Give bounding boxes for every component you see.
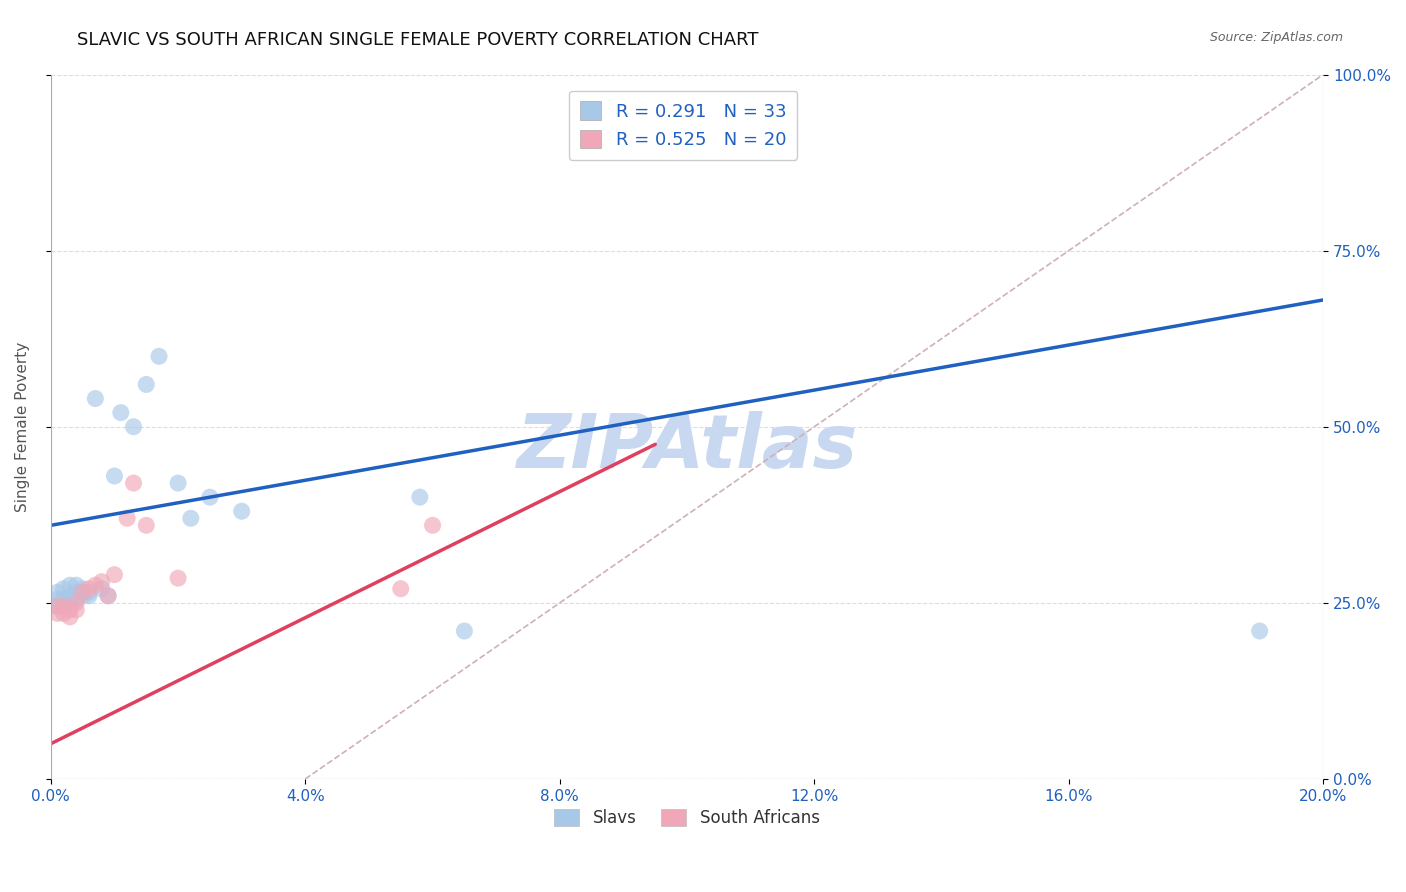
Point [72,589,94,603]
Point [90,582,112,596]
Point [72,585,94,599]
Point [422,518,444,533]
Point [52,599,75,614]
Point [97,589,120,603]
Point [122,476,145,491]
Point [77,589,100,603]
Point [72,585,94,599]
Point [122,419,145,434]
Point [59,603,82,617]
Point [103,567,125,582]
Point [59,592,82,607]
Point [409,490,432,504]
Point [110,406,132,420]
Point [52,599,75,614]
Point [84,578,107,592]
Point [65,585,87,599]
Point [97,589,120,603]
Point [115,511,138,525]
Point [231,504,253,518]
Point [77,582,100,596]
Point [1249,624,1271,638]
Text: SLAVIC VS SOUTH AFRICAN SINGLE FEMALE POVERTY CORRELATION CHART: SLAVIC VS SOUTH AFRICAN SINGLE FEMALE PO… [77,31,759,49]
Y-axis label: Single Female Poverty: Single Female Poverty [15,342,30,512]
Point [52,582,75,596]
Legend: Slavs, South Africans: Slavs, South Africans [547,803,827,834]
Point [453,624,475,638]
Point [46,585,69,599]
Point [389,582,412,596]
Point [52,607,75,621]
Point [84,392,107,406]
Point [65,578,87,592]
Point [46,599,69,614]
Point [65,592,87,607]
Point [198,490,221,504]
Point [90,574,112,589]
Point [167,476,190,491]
Point [65,596,87,610]
Point [77,585,100,599]
Point [46,592,69,607]
Text: Source: ZipAtlas.com: Source: ZipAtlas.com [1209,31,1343,45]
Point [46,607,69,621]
Point [135,377,157,392]
Point [52,592,75,607]
Point [167,571,190,585]
Point [46,599,69,614]
Point [135,518,157,533]
Point [740,124,762,138]
Point [148,349,170,363]
Point [59,610,82,624]
Point [180,511,202,525]
Point [72,582,94,596]
Text: ZIPAtlas: ZIPAtlas [516,411,858,484]
Point [65,603,87,617]
Point [59,578,82,592]
Point [59,589,82,603]
Point [103,469,125,483]
